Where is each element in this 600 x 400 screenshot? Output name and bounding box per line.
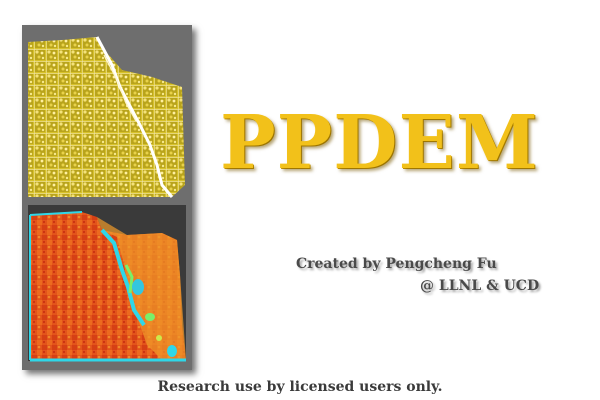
- image-panel: [22, 25, 192, 370]
- credit-author: Created by Pengcheng Fu: [296, 256, 497, 272]
- particle-grid-image: [28, 36, 185, 198]
- stress-field-image: [28, 205, 186, 362]
- license-notice: Research use by licensed users only.: [157, 379, 443, 395]
- credit-organization: @ LLNL & UCD: [420, 278, 540, 294]
- app-title: PPDEM: [220, 100, 539, 186]
- preview-images: [28, 36, 186, 362]
